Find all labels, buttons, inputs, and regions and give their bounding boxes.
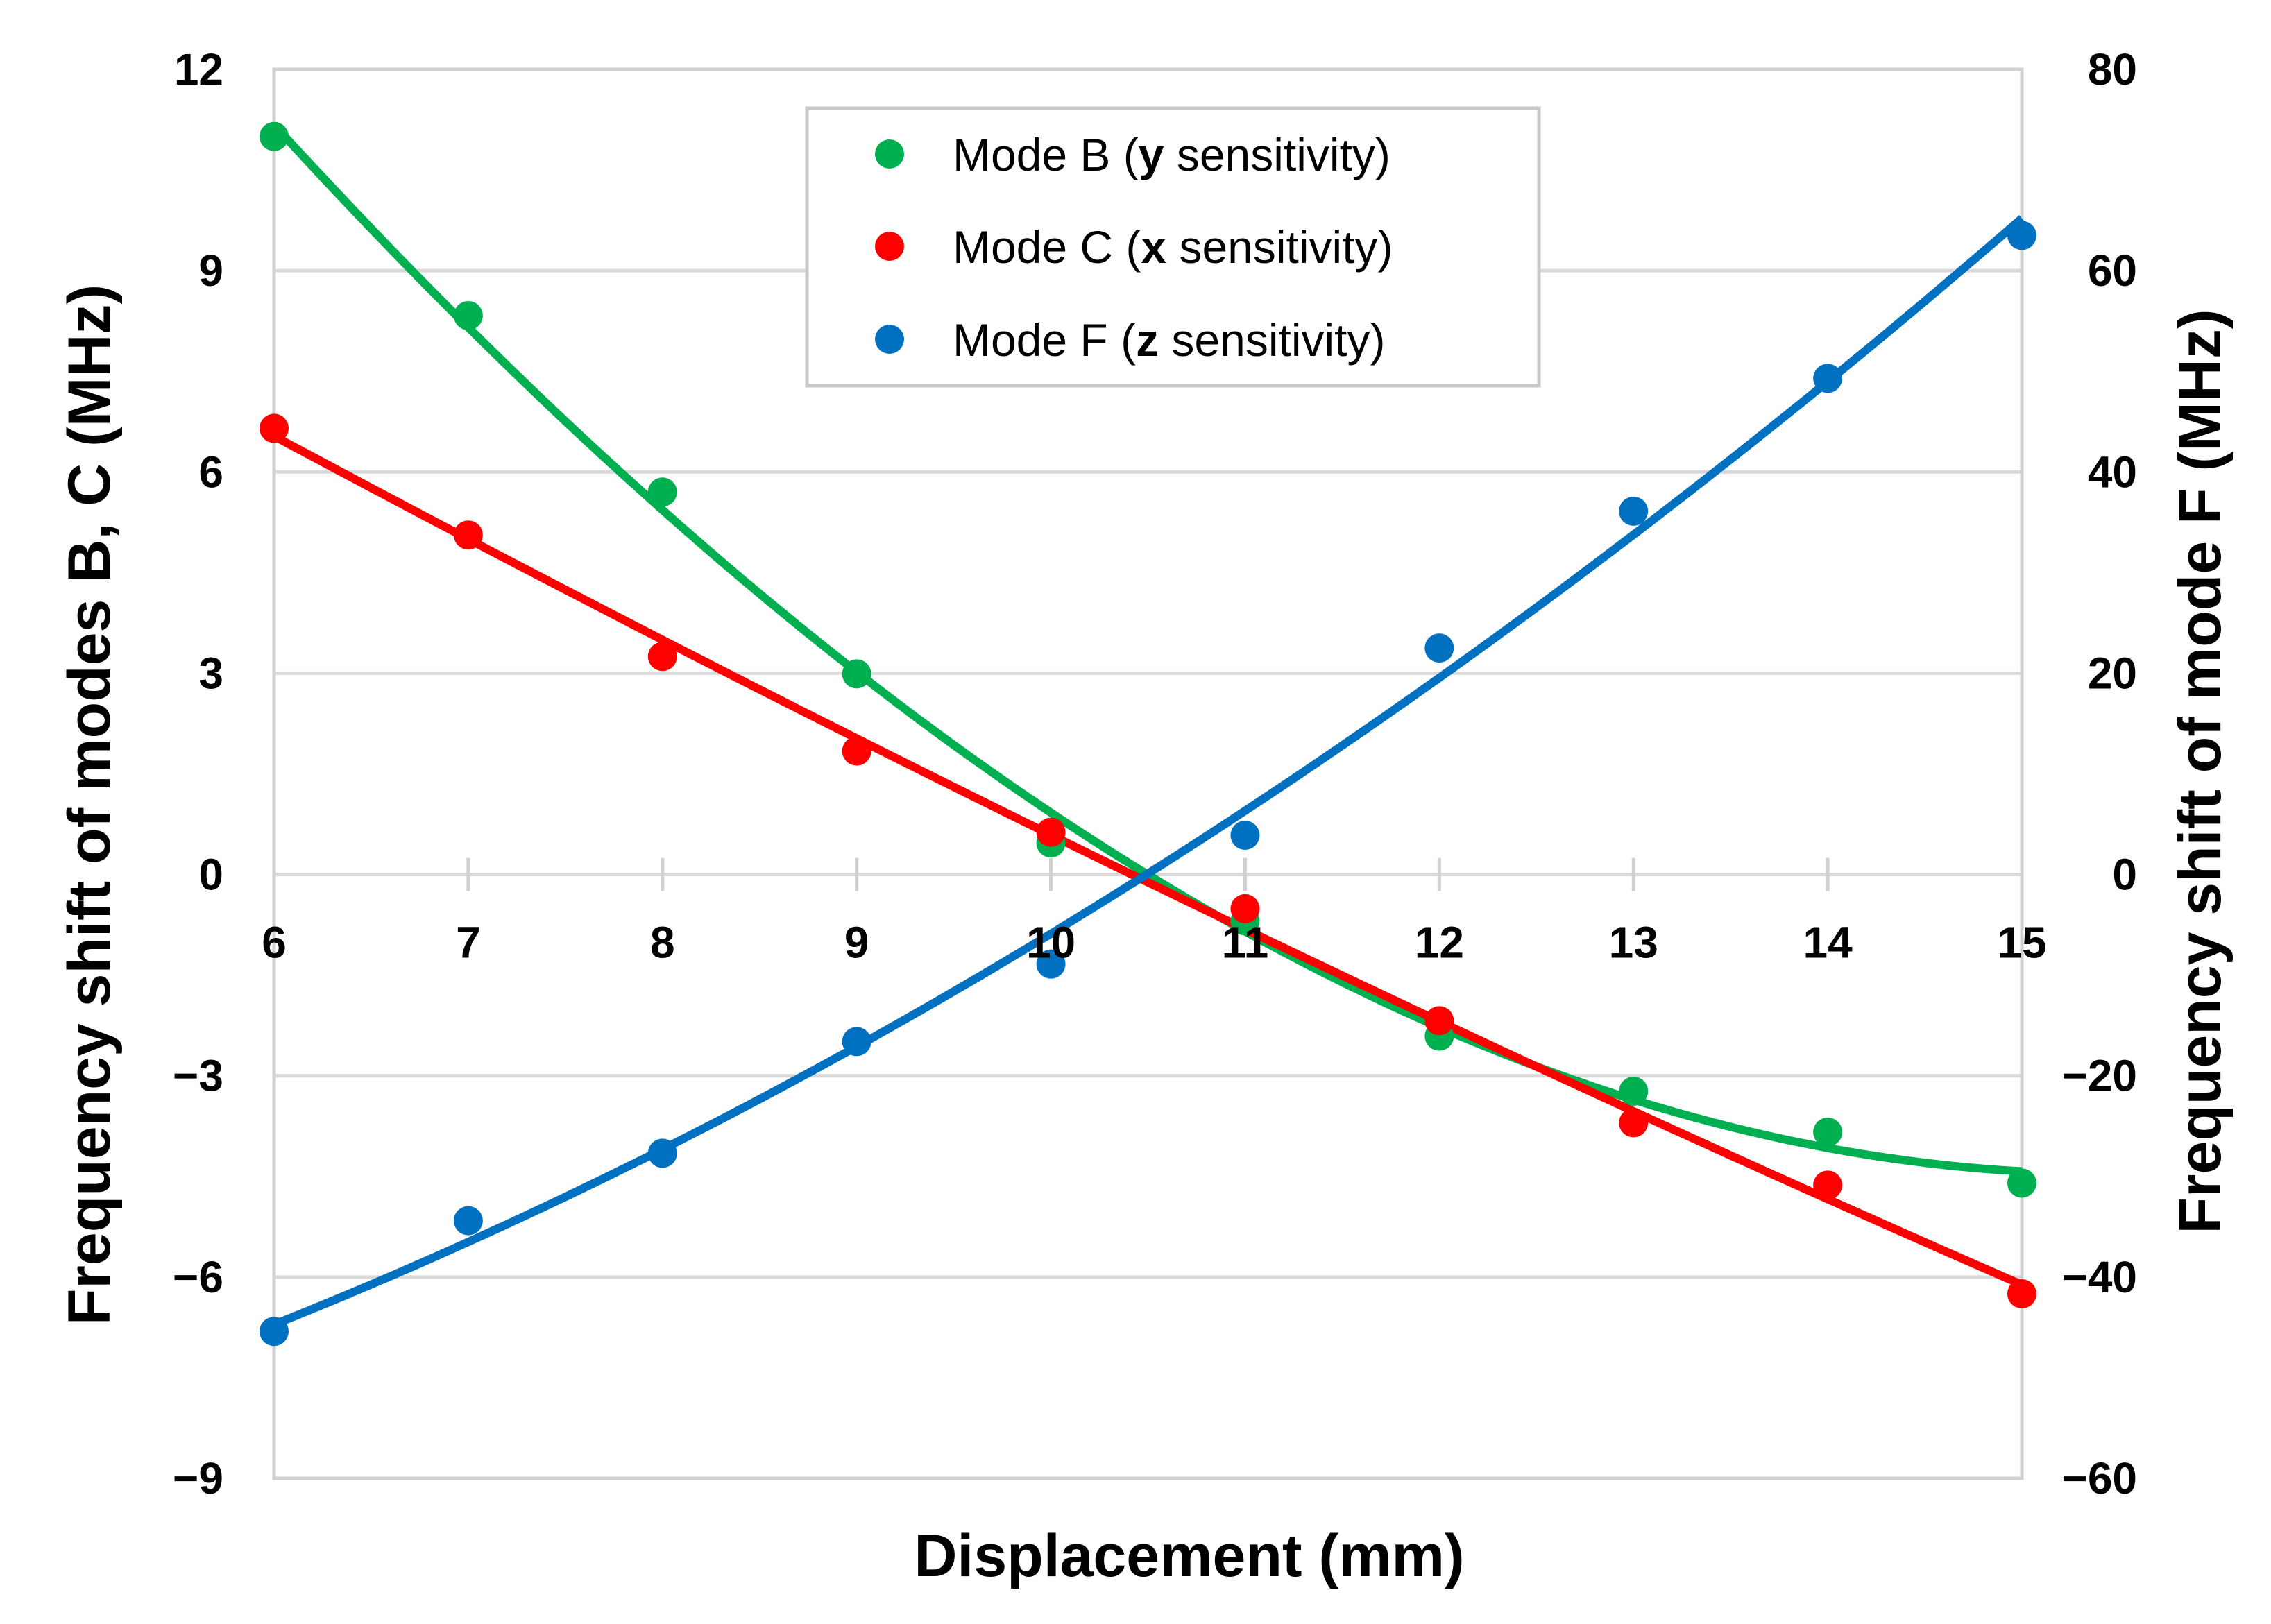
y-tick-label: −3 — [173, 1051, 223, 1101]
data-point — [1036, 817, 1066, 847]
plot-area — [272, 67, 2024, 1480]
legend-label: Mode B (y sensitivity) — [953, 129, 1390, 180]
trendline-z — [272, 215, 2025, 1328]
x-tick-label: 11 — [1222, 918, 1269, 968]
x-tick-label: 9 — [844, 918, 869, 968]
data-point — [260, 413, 289, 443]
data-point — [260, 1317, 289, 1347]
y2-tick-label: −40 — [2061, 1252, 2137, 1302]
legend-marker-icon — [875, 325, 904, 354]
legend-box — [805, 106, 1541, 388]
data-point — [1424, 633, 1454, 663]
legend-item: Mode C (x sensitivity) — [875, 221, 1393, 273]
data-point — [453, 520, 483, 550]
x-tick-label: 14 — [1803, 918, 1853, 968]
data-point — [2007, 1168, 2036, 1198]
data-point — [1813, 1117, 1843, 1147]
data-point — [1619, 1076, 1649, 1106]
x-tick-label: 8 — [650, 918, 675, 968]
data-point — [1230, 894, 1260, 923]
x-tick-label: 6 — [262, 918, 287, 968]
right-y-axis-title: Frequency shift of mode F (MHz) — [2167, 309, 2234, 1234]
data-point — [1036, 949, 1066, 979]
y2-tick-label: −20 — [2061, 1051, 2137, 1101]
data-point — [647, 477, 677, 507]
y2-tick-label: 40 — [2088, 447, 2137, 497]
x-tick-label: 10 — [1026, 918, 1075, 968]
data-point — [2007, 221, 2036, 250]
y-tick-label: 3 — [198, 648, 223, 698]
x-axis-title: Displacement (mm) — [914, 1523, 1464, 1589]
data-point — [1230, 820, 1260, 850]
y-tick-label: −9 — [173, 1453, 223, 1503]
y2-tick-label: 80 — [2088, 44, 2137, 94]
x-tick-label: 13 — [1609, 918, 1658, 968]
x-axis-ticks: 6 7 8 9 10 11 12 13 14 15 — [262, 918, 2046, 968]
data-point — [1813, 364, 1843, 393]
y2-tick-label: −60 — [2061, 1453, 2137, 1503]
data-point — [1424, 1006, 1454, 1036]
trendlines — [271, 121, 2025, 1328]
data-point — [1619, 496, 1649, 526]
legend-item: Mode B (y sensitivity) — [875, 129, 1390, 180]
y2-tick-label: 20 — [2088, 648, 2137, 698]
y-tick-label: 9 — [198, 246, 223, 296]
legend-marker-icon — [875, 232, 904, 261]
data-points — [260, 121, 2036, 1347]
y2-tick-label: 60 — [2088, 246, 2137, 296]
data-point — [1619, 1108, 1649, 1138]
y2-tick-label: 0 — [2112, 850, 2137, 900]
left-y-axis-title: Frequency shift of modes B, C (MHz) — [56, 284, 123, 1325]
legend-item: Mode F (z sensitivity) — [875, 314, 1385, 366]
y-tick-label: 12 — [174, 44, 223, 94]
right-y-axis-ticks: 80 60 40 20 0 −20 −40 −60 — [2061, 44, 2137, 1503]
data-point — [842, 1027, 871, 1057]
trendline-x — [272, 432, 2024, 1289]
x-tick-label: 12 — [1415, 918, 1464, 968]
data-point — [1813, 1170, 1843, 1200]
data-point — [647, 1138, 677, 1168]
legend-label: Mode F (z sensitivity) — [953, 314, 1385, 366]
data-point — [647, 642, 677, 672]
x-axis-tick-marks — [272, 857, 2024, 891]
data-point — [453, 300, 483, 330]
x-tick-label: 7 — [456, 918, 481, 968]
legend-marker-icon — [875, 139, 904, 169]
data-point — [842, 736, 871, 766]
data-point — [842, 659, 871, 689]
y-tick-label: −6 — [173, 1252, 223, 1302]
x-tick-label: 15 — [1997, 918, 2046, 968]
legend-label: Mode C (x sensitivity) — [953, 221, 1393, 273]
data-point — [453, 1206, 483, 1236]
y-tick-label: 0 — [198, 850, 223, 900]
legend: Mode B (y sensitivity) Mode C (x sensitiv… — [805, 106, 1541, 388]
data-point — [2007, 1279, 2036, 1309]
left-y-axis-ticks: 12 9 6 3 0 −3 −6 −9 — [173, 44, 223, 1503]
y-tick-label: 6 — [198, 447, 223, 497]
data-point — [260, 121, 289, 151]
